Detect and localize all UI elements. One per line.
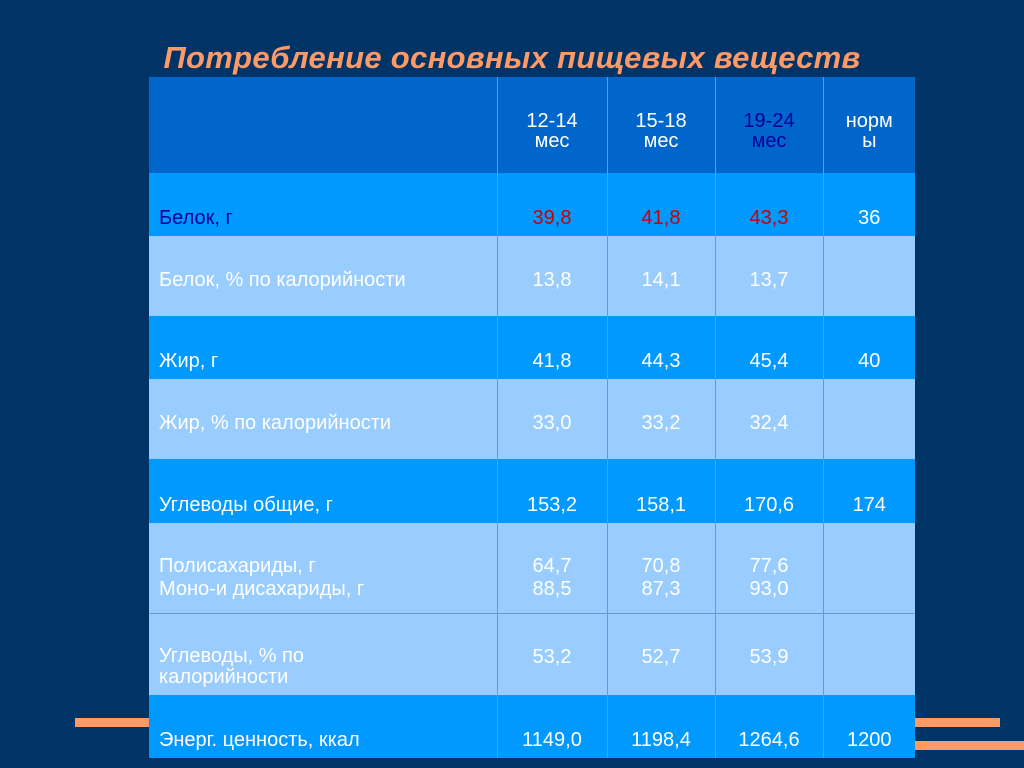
header-empty-cell [149, 77, 497, 173]
cell-value: 44,3 [606, 316, 715, 379]
row-label: Энерг. ценность, ккал [149, 695, 497, 758]
cell-value: 53,2 [496, 612, 607, 695]
cell-value: 39,8 [496, 173, 607, 236]
cell-value: 33,0 [496, 379, 607, 459]
row-label: Полисахариды, г Моно-и дисахариды, г [149, 523, 497, 613]
table-row: Белок, % по калорийности 13,8 14,1 13,7 [149, 236, 915, 316]
row-label: Белок, г [149, 173, 497, 236]
row-label: Углеводы общие, г [149, 459, 497, 523]
table-row: Полисахариды, г Моно-и дисахариды, г 64,7… [149, 523, 915, 613]
page-title: Потребление основных пищевых веществ [163, 40, 861, 75]
row-label: Жир, % по калорийности [149, 379, 497, 459]
row-label: Углеводы, % по калорийности [149, 612, 497, 695]
table-row: Жир, г 41,8 44,3 45,4 40 [149, 316, 915, 379]
cell-value: 77,6 93,0 [714, 523, 823, 613]
cell-norm [822, 236, 915, 316]
cell-value: 70,8 87,3 [606, 523, 715, 613]
cell-norm [822, 612, 915, 695]
table-header-row: 12-14 мес 15-18 мес 19-24 мес норм ы [149, 77, 915, 173]
header-norms: норм ы [822, 77, 915, 173]
header-19-24: 19-24 мес [714, 77, 823, 173]
cell-value: 52,7 [606, 612, 715, 695]
table-row: Углеводы, % по калорийности 53,2 52,7 53,… [149, 612, 915, 695]
table-row: Углеводы общие, г 153,2 158,1 170,6 174 [149, 459, 915, 523]
cell-value: 1149,0 [496, 695, 607, 758]
cell-value: 13,8 [496, 236, 607, 316]
cell-value: 1264,6 [714, 695, 823, 758]
cell-value: 14,1 [606, 236, 715, 316]
cell-value: 1198,4 [606, 695, 715, 758]
cell-value: 64,7 88,5 [496, 523, 607, 613]
table-row: Жир, % по калорийности 33,0 33,2 32,4 [149, 379, 915, 459]
cell-value: 43,3 [714, 173, 823, 236]
cell-value: 41,8 [496, 316, 607, 379]
cell-norm: 40 [822, 316, 915, 379]
row-label: Жир, г [149, 316, 497, 379]
cell-norm: 174 [822, 459, 915, 523]
table-row: Энерг. ценность, ккал 1149,0 1198,4 1264… [149, 695, 915, 758]
cell-value: 13,7 [714, 236, 823, 316]
header-15-18: 15-18 мес [606, 77, 715, 173]
table-row: Белок, г 39,8 41,8 43,3 36 [149, 173, 915, 236]
nutrition-table: 12-14 мес 15-18 мес 19-24 мес норм ы Белок, … [149, 77, 915, 758]
header-12-14: 12-14 мес [496, 77, 607, 173]
cell-value: 170,6 [714, 459, 823, 523]
row-label: Белок, % по калорийности [149, 236, 497, 316]
cell-value: 53,9 [714, 612, 823, 695]
cell-norm [822, 523, 915, 613]
cell-norm: 36 [822, 173, 915, 236]
cell-value: 153,2 [496, 459, 607, 523]
cell-value: 41,8 [606, 173, 715, 236]
cell-norm: 1200 [822, 695, 915, 758]
cell-value: 33,2 [606, 379, 715, 459]
cell-value: 45,4 [714, 316, 823, 379]
cell-value: 32,4 [714, 379, 823, 459]
cell-value: 158,1 [606, 459, 715, 523]
cell-norm [822, 379, 915, 459]
